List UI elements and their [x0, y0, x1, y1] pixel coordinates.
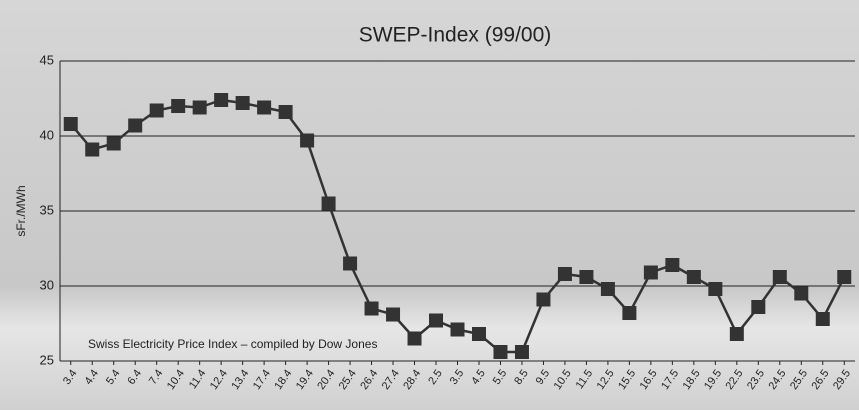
marker: [536, 293, 550, 307]
marker: [408, 332, 422, 346]
marker: [665, 258, 679, 272]
chart: SWEP-Index (99/00) sFr./MWh Swiss Electr…: [0, 0, 859, 410]
marker: [579, 270, 593, 284]
chart-title: SWEP-Index (99/00): [359, 24, 552, 47]
y-tick-label: 45: [40, 52, 54, 67]
marker: [644, 266, 658, 280]
marker: [429, 314, 443, 328]
y-axis-label: sFr./MWh: [14, 185, 28, 236]
marker: [451, 323, 465, 337]
y-tick-label: 40: [40, 127, 54, 142]
marker: [773, 270, 787, 284]
annotation: Swiss Electricity Price Index – compiled…: [88, 337, 377, 351]
marker: [193, 101, 207, 115]
marker: [64, 117, 78, 131]
y-tick-label: 30: [40, 277, 54, 292]
marker: [279, 105, 293, 119]
marker: [794, 287, 808, 301]
marker: [128, 119, 142, 133]
marker: [558, 267, 572, 281]
marker: [837, 270, 851, 284]
marker: [322, 197, 336, 211]
marker: [751, 300, 765, 314]
marker: [472, 327, 486, 341]
marker: [300, 134, 314, 148]
y-tick-label: 25: [40, 352, 54, 367]
y-tick-label: 35: [40, 202, 54, 217]
marker: [730, 327, 744, 341]
marker: [816, 312, 830, 326]
marker: [386, 308, 400, 322]
marker: [214, 93, 228, 107]
marker: [150, 104, 164, 118]
marker: [257, 101, 271, 115]
marker: [708, 282, 722, 296]
marker: [622, 306, 636, 320]
marker: [365, 302, 379, 316]
marker: [171, 99, 185, 113]
marker: [343, 257, 357, 271]
marker: [687, 270, 701, 284]
marker: [85, 143, 99, 157]
marker: [107, 137, 121, 151]
marker: [236, 96, 250, 110]
marker: [515, 345, 529, 359]
marker: [493, 345, 507, 359]
marker: [601, 282, 615, 296]
